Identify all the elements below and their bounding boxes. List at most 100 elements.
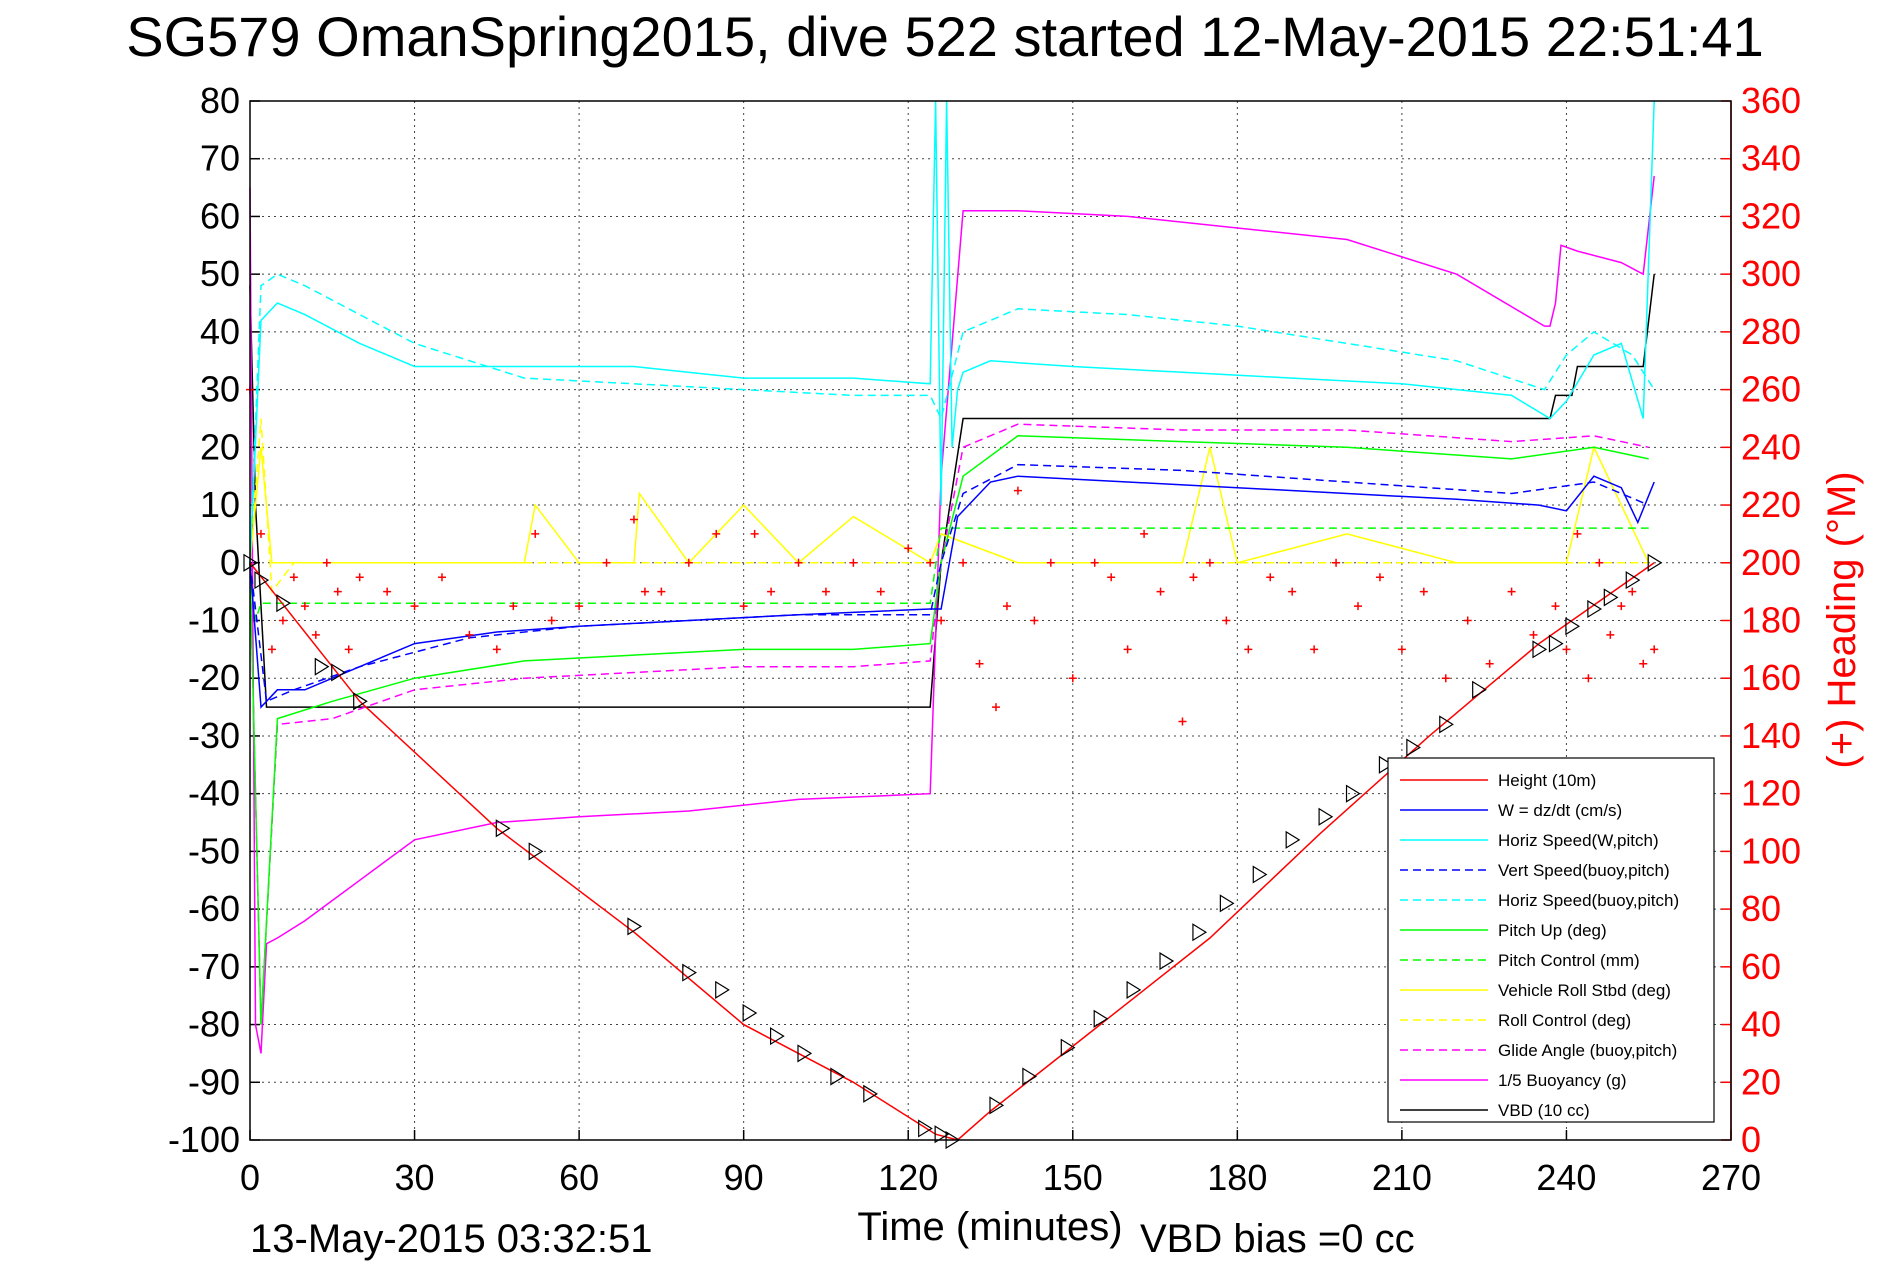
heading-mark bbox=[1507, 587, 1516, 596]
heading-mark bbox=[256, 529, 265, 538]
heading-mark bbox=[1013, 486, 1022, 495]
heading-mark bbox=[975, 659, 984, 668]
y2-tick-label: 0 bbox=[1741, 1119, 1761, 1160]
height-marker bbox=[863, 1084, 878, 1103]
heading-mark bbox=[1090, 558, 1099, 567]
x-axis-label: Time (minutes) bbox=[857, 1205, 1122, 1249]
heading-mark bbox=[1030, 616, 1039, 625]
y-tick-label: 30 bbox=[200, 369, 240, 410]
height-marker bbox=[715, 980, 730, 999]
x-tick-label: 120 bbox=[878, 1157, 938, 1198]
legend-entry: Pitch Control (mm) bbox=[1498, 951, 1640, 970]
y2-tick-label: 100 bbox=[1741, 830, 1801, 871]
heading-mark bbox=[750, 529, 759, 538]
x-tick-label: 270 bbox=[1701, 1157, 1761, 1198]
y2-axis-label: (+) Heading (°M) bbox=[1820, 471, 1864, 768]
x-tick-label: 0 bbox=[240, 1157, 260, 1198]
y-tick-label: -50 bbox=[188, 830, 240, 871]
y2-tick-label: 60 bbox=[1741, 946, 1781, 987]
height-marker bbox=[254, 571, 270, 590]
legend-entry: Vehicle Roll Stbd (deg) bbox=[1498, 981, 1671, 1000]
heading-mark bbox=[322, 558, 331, 567]
y-tick-label: -40 bbox=[188, 773, 240, 814]
x-tick-label: 90 bbox=[724, 1157, 764, 1198]
legend-entry: Vert Speed(buoy,pitch) bbox=[1498, 861, 1670, 880]
series-line bbox=[249, 175, 1655, 1054]
height-marker bbox=[1378, 755, 1394, 774]
height-marker bbox=[742, 1003, 758, 1023]
legend-entry: Horiz Speed(W,pitch) bbox=[1498, 831, 1659, 850]
heading-mark bbox=[1178, 717, 1187, 726]
y2-tick-label: 140 bbox=[1741, 715, 1801, 756]
heading-mark bbox=[991, 703, 1000, 712]
heading-mark bbox=[383, 587, 392, 596]
height-marker bbox=[1587, 599, 1603, 619]
heading-mark bbox=[465, 630, 474, 639]
heading-mark bbox=[1573, 529, 1582, 538]
y2-tick-label: 200 bbox=[1741, 542, 1801, 583]
heading-mark bbox=[1205, 558, 1214, 567]
heading-mark bbox=[1595, 558, 1604, 567]
footer-timestamp: 13-May-2015 03:32:51 bbox=[250, 1217, 653, 1261]
height-marker bbox=[989, 1096, 1005, 1115]
y2-tick-label: 40 bbox=[1741, 1004, 1781, 1045]
heading-mark bbox=[767, 587, 776, 596]
height-marker bbox=[1625, 571, 1641, 590]
series-line bbox=[249, 445, 1650, 564]
heading-mark bbox=[712, 529, 721, 538]
heading-mark bbox=[1419, 587, 1428, 596]
heading-mark bbox=[289, 573, 298, 582]
y2-tick-label: 220 bbox=[1741, 484, 1801, 525]
x-tick-label: 60 bbox=[559, 1157, 599, 1198]
height-marker bbox=[1285, 830, 1301, 849]
height-marker bbox=[528, 842, 544, 861]
heading-mark bbox=[531, 529, 540, 538]
y-tick-label: 80 bbox=[200, 80, 240, 121]
height-marker bbox=[1548, 634, 1564, 653]
legend-entry: VBD (10 cc) bbox=[1498, 1101, 1590, 1120]
series-line bbox=[249, 463, 1649, 703]
heading-mark bbox=[739, 602, 748, 611]
heading-mark bbox=[904, 544, 913, 553]
heading-mark bbox=[1310, 645, 1319, 654]
y-tick-label: -60 bbox=[188, 888, 240, 929]
plot-frame bbox=[249, 100, 1732, 1141]
x-tick-label: 150 bbox=[1043, 1157, 1103, 1198]
heading-mark bbox=[684, 558, 693, 567]
x-tick-label: 240 bbox=[1536, 1157, 1596, 1198]
y2-tick-label: 240 bbox=[1741, 426, 1801, 467]
height-marker bbox=[627, 917, 643, 936]
heading-mark bbox=[344, 645, 353, 654]
heading-mark bbox=[1266, 573, 1275, 582]
height-marker bbox=[918, 1119, 933, 1138]
heading-mark bbox=[311, 630, 320, 639]
heading-mark bbox=[1354, 602, 1363, 611]
y2-tick-label: 340 bbox=[1741, 138, 1801, 179]
height-marker bbox=[1472, 680, 1487, 699]
height-marker bbox=[1532, 640, 1548, 659]
height-marker bbox=[1219, 894, 1235, 913]
heading-mark bbox=[509, 602, 518, 611]
heading-mark bbox=[821, 587, 830, 596]
y-tick-label: 20 bbox=[200, 426, 240, 467]
x-tick-label: 30 bbox=[395, 1157, 435, 1198]
heading-mark bbox=[1107, 573, 1116, 582]
heading-mark bbox=[1463, 616, 1472, 625]
height-marker bbox=[1126, 980, 1142, 999]
y-tick-label: 40 bbox=[200, 311, 240, 352]
heading-mark bbox=[1397, 645, 1406, 654]
height-marker bbox=[1060, 1038, 1076, 1057]
y-tick-label: -100 bbox=[168, 1119, 240, 1160]
legend-entry: W = dz/dt (cm/s) bbox=[1498, 801, 1622, 820]
y-tick-label: 60 bbox=[200, 195, 240, 236]
height-marker bbox=[1318, 807, 1334, 826]
legend-entry: Pitch Up (deg) bbox=[1498, 921, 1607, 940]
height-marker bbox=[1647, 553, 1663, 572]
heading-mark bbox=[1562, 645, 1571, 654]
legend-box bbox=[1387, 757, 1715, 1123]
series-layer bbox=[243, 100, 1663, 1150]
legend-entry: Glide Angle (buoy,pitch) bbox=[1498, 1041, 1677, 1060]
heading-mark bbox=[657, 587, 666, 596]
y-tick-label: -70 bbox=[188, 946, 240, 987]
